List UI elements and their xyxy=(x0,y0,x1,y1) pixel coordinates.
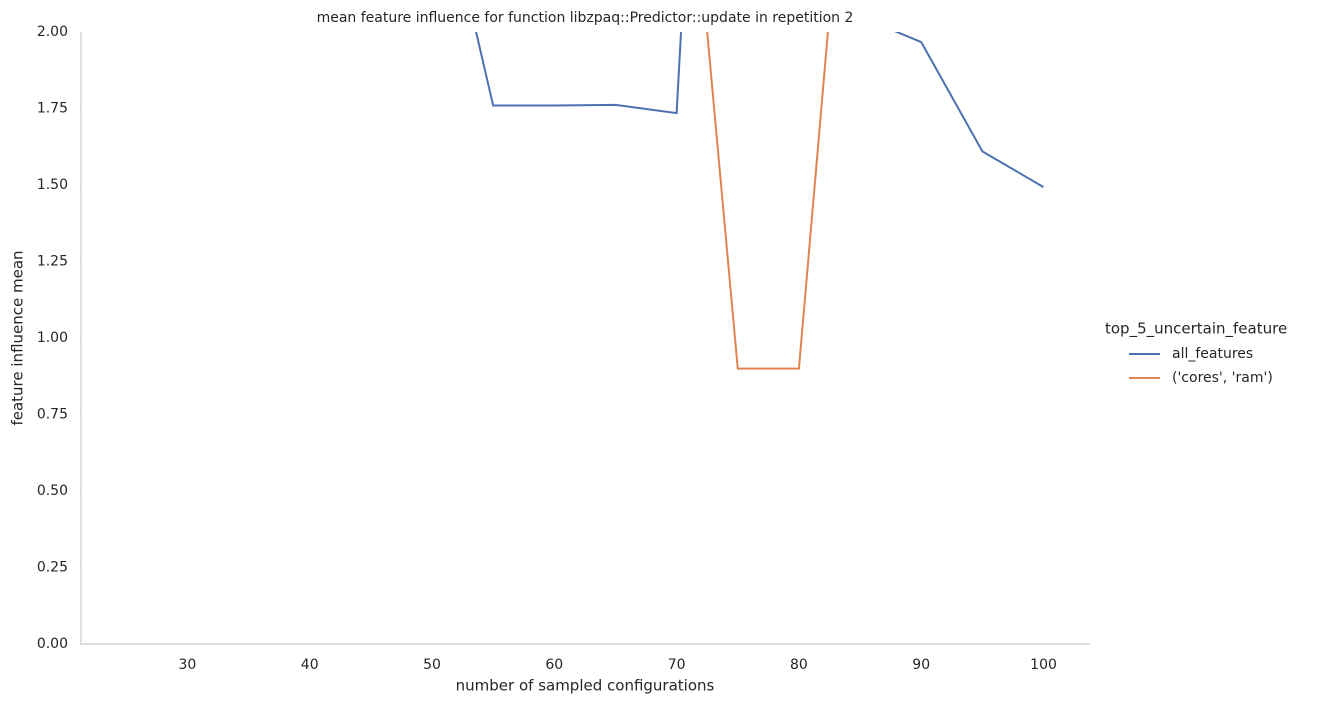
x-tick-label: 70 xyxy=(668,657,686,673)
x-tick-label: 40 xyxy=(301,657,319,673)
x-tick-label: 60 xyxy=(545,657,563,673)
y-tick-label: 1.75 xyxy=(37,101,68,117)
x-tick-label: 30 xyxy=(178,657,196,673)
y-tick-label: 1.00 xyxy=(37,330,68,346)
x-tick-label: 80 xyxy=(790,657,808,673)
x-tick-label: 50 xyxy=(423,657,441,673)
y-tick-label: 2.00 xyxy=(37,24,68,40)
legend-title: top_5_uncertain_feature xyxy=(1105,320,1287,339)
chart-title: mean feature influence for function libz… xyxy=(317,10,854,26)
y-axis-label: feature influence mean xyxy=(9,250,27,425)
x-tick-label: 100 xyxy=(1030,657,1057,673)
y-tick-label: 0.25 xyxy=(37,560,68,576)
y-tick-label: 1.50 xyxy=(37,177,68,193)
legend-label: ('cores', 'ram') xyxy=(1172,370,1273,386)
x-axis-label: number of sampled configurations xyxy=(456,677,715,695)
series-line xyxy=(706,32,829,370)
plot-area xyxy=(475,32,1045,370)
y-tick-label: 1.25 xyxy=(37,254,68,270)
series-line xyxy=(475,32,1045,189)
y-tick-label: 0.50 xyxy=(37,483,68,499)
legend-label: all_features xyxy=(1172,346,1253,362)
x-tick-label: 90 xyxy=(912,657,930,673)
y-tick-label: 0.00 xyxy=(37,636,68,652)
y-tick-label: 0.75 xyxy=(37,407,68,423)
